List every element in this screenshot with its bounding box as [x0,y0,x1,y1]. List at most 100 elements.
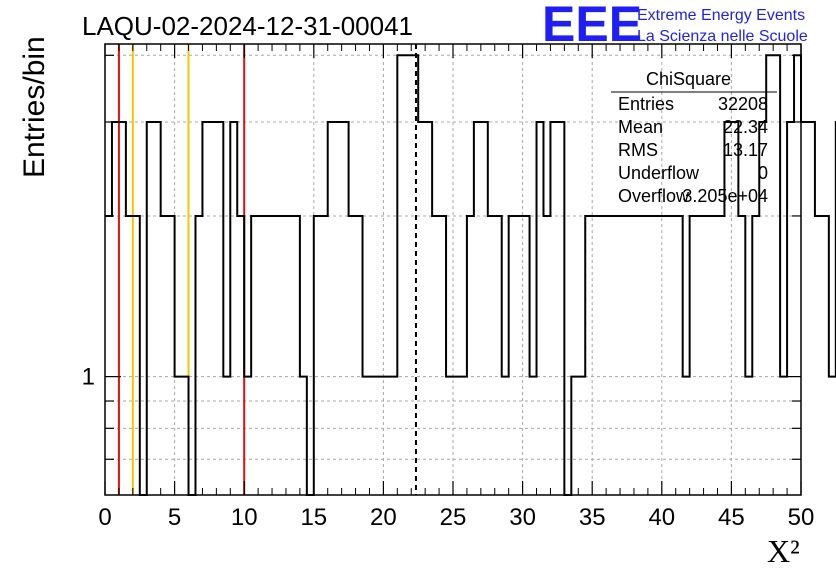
histogram-bin [363,377,370,495]
x-tick-label: 30 [509,504,536,531]
histogram-bin [300,377,307,495]
histogram-bin [780,377,787,495]
histogram-bin [182,377,189,495]
histogram-bin [488,216,495,495]
histogram-bin [745,377,752,495]
x-tick-label: 35 [579,504,606,531]
histogram-bin [369,377,376,495]
histogram-bin [272,216,279,495]
stat-overflow-value: 3.205e+04 [682,186,768,206]
histogram-bin [787,122,794,495]
histogram-bin [195,216,202,495]
histogram-bin [509,216,516,495]
x-tick-label: 25 [440,504,467,531]
histogram-bin [585,216,592,495]
histogram-bin [161,216,168,495]
histogram-bin [467,216,474,495]
histogram-bin [773,55,780,495]
x-tick-label: 45 [718,504,745,531]
x-tick-label: 15 [300,504,327,531]
histogram-bin [202,122,209,495]
eee-logo: EEE Extreme Energy Events La Scienza nel… [542,0,808,52]
histogram-bin [752,216,759,495]
logo-line-2: La Scienza nelle Scuole [637,28,808,45]
histogram-bin [648,216,655,495]
x-tick-label: 5 [168,504,181,531]
histogram-bin [133,216,140,495]
histogram-bin [356,216,363,495]
histogram-bin [147,122,154,495]
axis-ticks: 0 5 10 15 20 25 30 35 40 45 50 1 [82,44,814,531]
histogram-bin [822,216,829,495]
histogram-bin [265,216,272,495]
x-tick-label: 10 [231,504,258,531]
x-tick-label: 20 [370,504,397,531]
histogram-bin [613,216,620,495]
histogram-bin [731,122,738,495]
histogram-bin [432,216,439,495]
histogram-bin [669,216,676,495]
histogram-bin [808,122,815,495]
histogram-bin [592,216,599,495]
histogram-bin [328,122,335,495]
histogram-bin [620,216,627,495]
histogram-bin [251,216,258,495]
histogram-bin [418,122,425,495]
histogram-bin [105,216,112,495]
stat-underflow-label: Underflow [618,163,700,183]
logo-line-1: Extreme Energy Events [637,7,805,24]
histogram-bin [397,55,404,495]
histogram-bin [349,216,356,495]
histogram-bin [453,377,460,495]
histogram-bin [557,122,564,495]
histogram-bin [168,216,175,495]
histogram-bin [209,122,216,495]
histogram [105,54,836,496]
y-axis-label: Entries/bin [18,36,51,178]
x-axis-label: X² [767,533,800,569]
histogram-bin [523,216,530,495]
histogram-bin [690,216,697,495]
histogram-bin [439,216,446,495]
histogram-bin [216,122,223,495]
histogram-bin [112,122,119,495]
stats-box-title: ChiSquare [646,69,731,89]
histogram-bin [683,377,690,495]
histogram-bin [279,216,286,495]
histogram-bin [662,216,669,495]
histogram-bin [516,216,523,495]
run-title: LAQU-02-2024-12-31-00041 [82,11,413,41]
histogram-bin [697,216,704,495]
stat-entries-value: 32208 [718,94,768,114]
histogram-bin [724,122,731,495]
histogram-bin [794,55,801,495]
stat-rms-value: 13.17 [723,140,768,160]
histogram-bin [606,216,613,495]
histogram-bin [126,216,133,495]
histogram-bin [655,216,662,495]
histogram-bin [258,216,265,495]
histogram-bin [223,377,230,495]
histogram-bin [404,55,411,495]
y-tick-label: 1 [82,364,95,391]
histogram-bin [599,216,606,495]
histogram-bin [543,216,550,495]
histogram-bin [627,216,634,495]
histogram-bin [383,377,390,495]
histogram-bin [411,55,418,495]
histogram-bin [530,377,537,495]
histogram-series [105,54,836,496]
histogram-bin [537,122,544,495]
histogram-bin [154,122,161,495]
stat-rms-label: RMS [618,140,658,160]
histogram-bin [495,216,502,495]
histogram-bin [175,377,182,495]
stat-mean-label: Mean [618,117,663,137]
stats-box: ChiSquare Entries 32208 Mean 22.34 RMS 1… [611,69,777,206]
histogram-bin [717,216,724,495]
stat-underflow-value: 0 [758,163,768,183]
histogram-bin [425,122,432,495]
histogram-bin [376,377,383,495]
histogram-bin [704,216,711,495]
